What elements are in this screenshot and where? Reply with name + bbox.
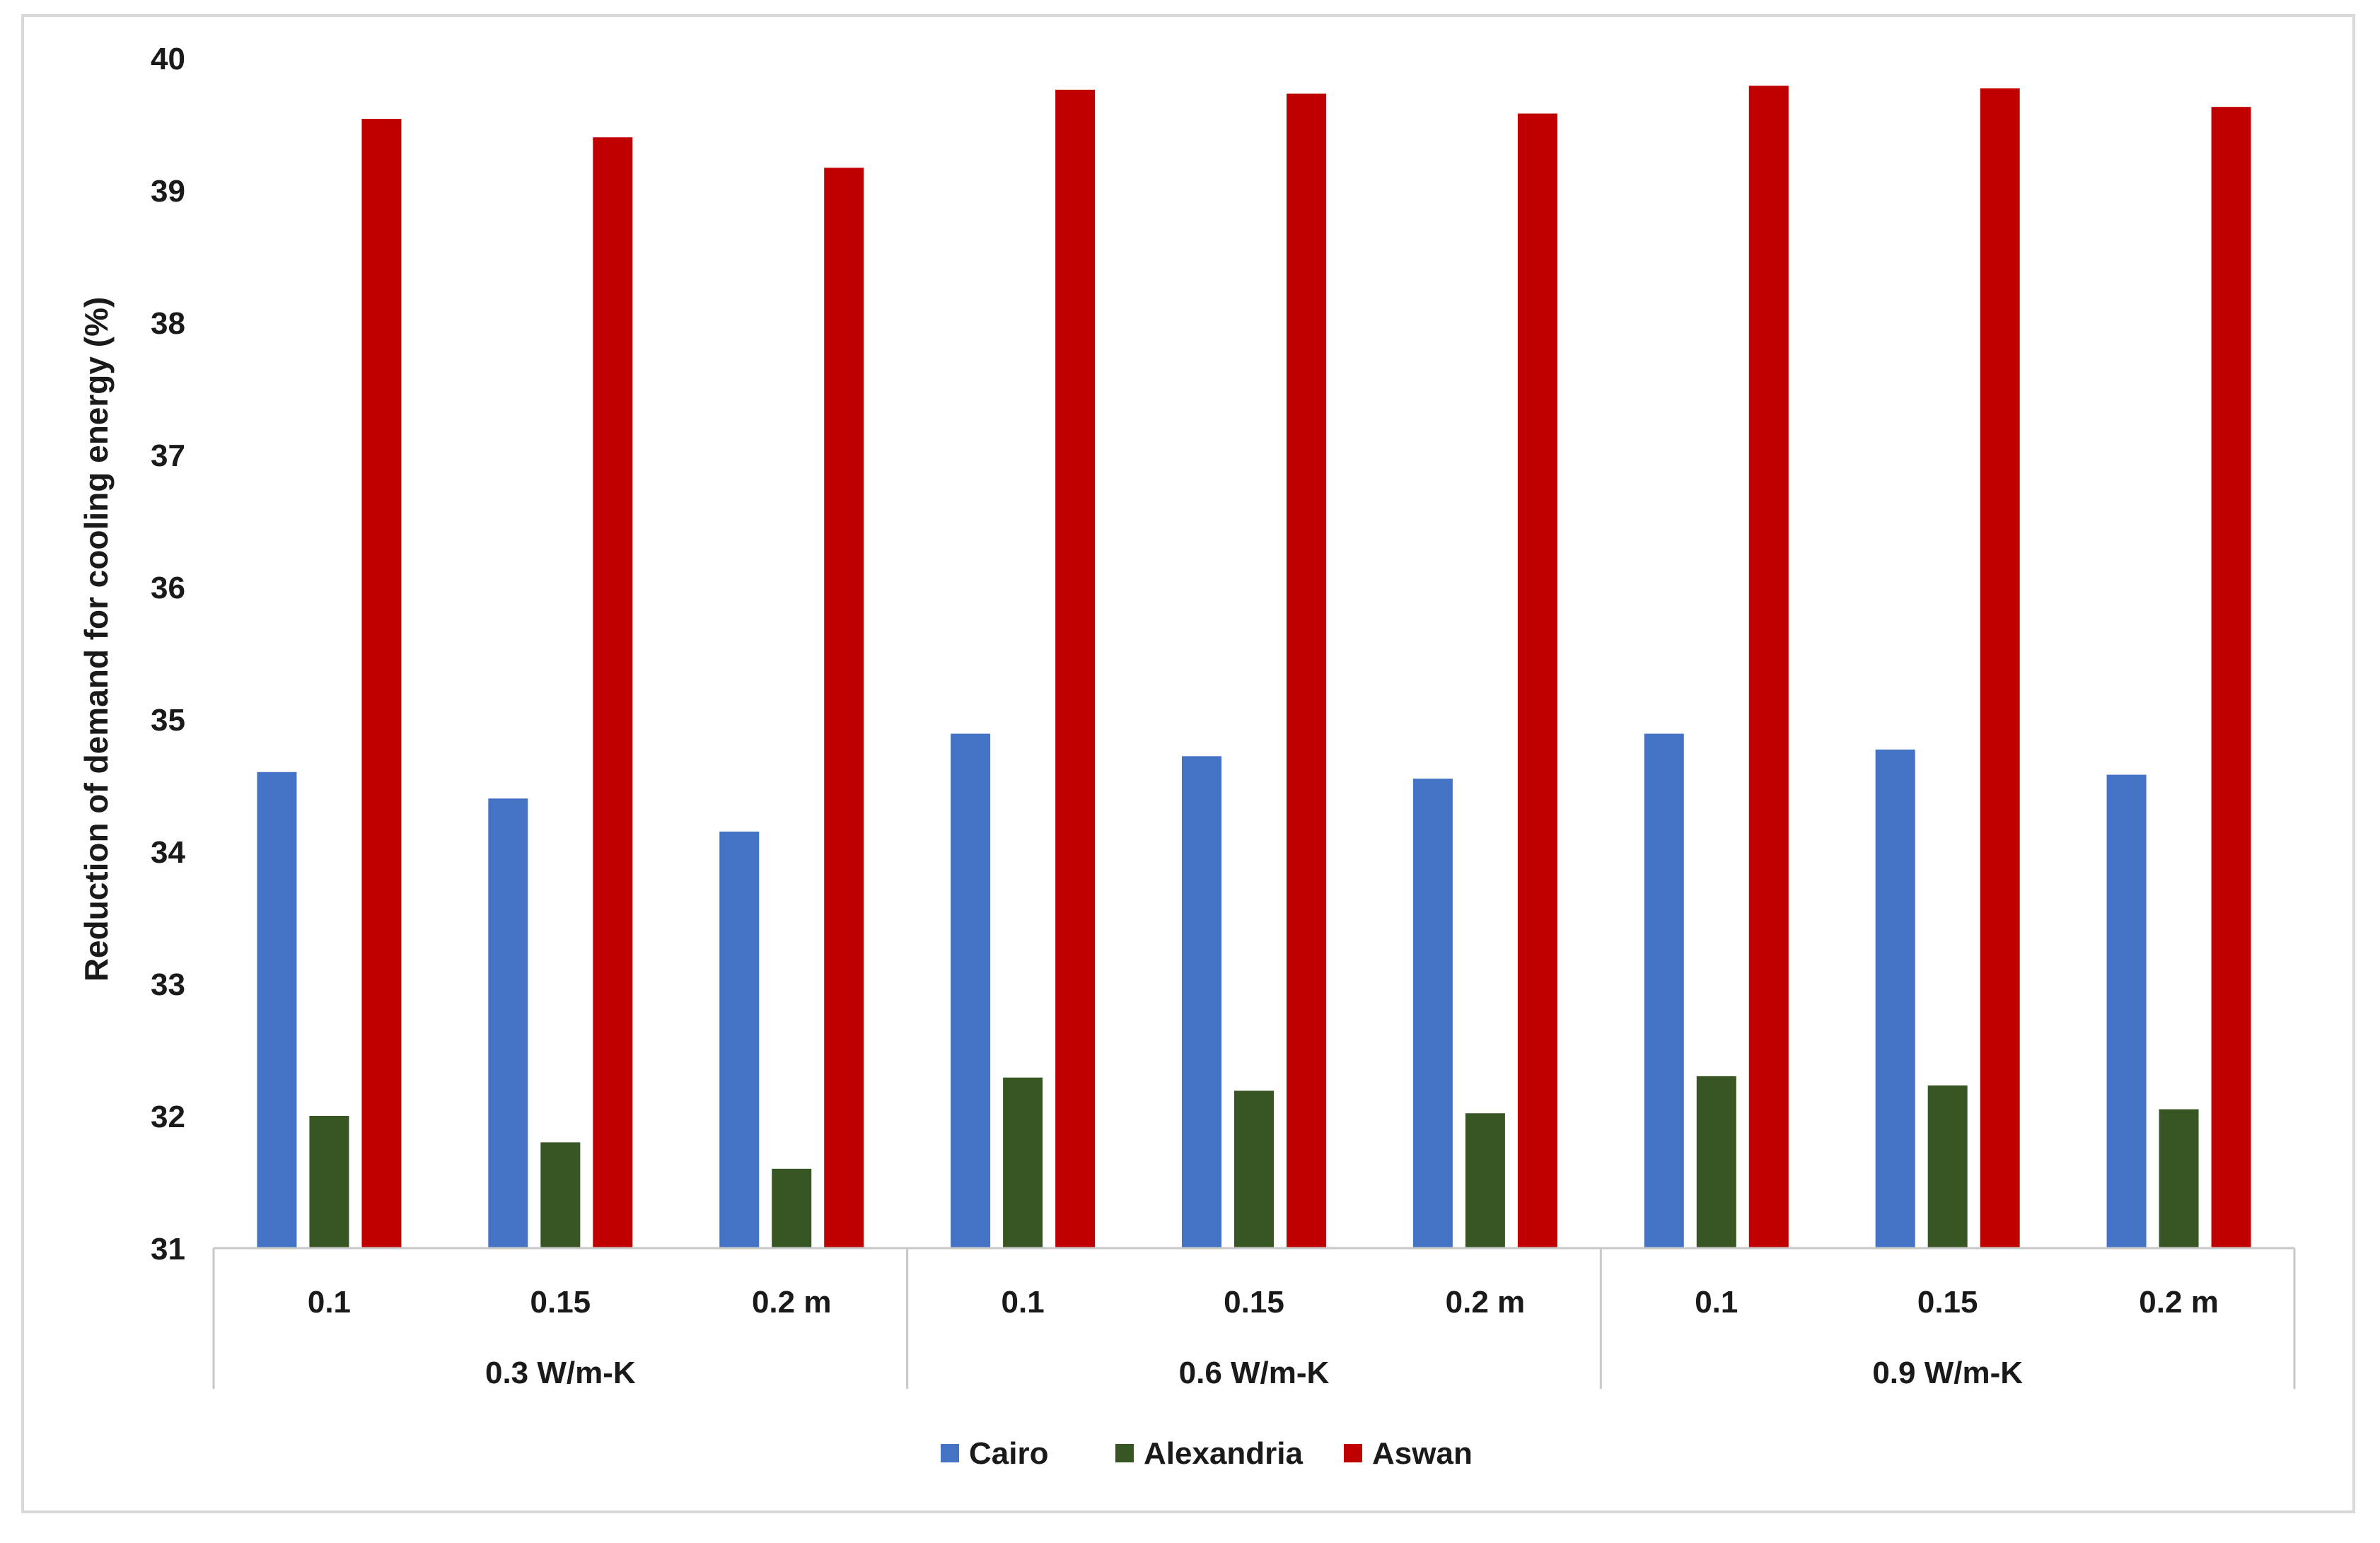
bar-alexandria — [772, 1168, 812, 1248]
bar-aswan — [1980, 88, 2020, 1248]
x-group-label: 0.3 W/m-K — [485, 1356, 636, 1390]
x-category-label: 0.15 — [1917, 1285, 1978, 1320]
x-category-label: 0.15 — [530, 1285, 591, 1320]
chart-frame: 31 32 33 34 35 36 37 38 39 40 0.1 0.15 0.2 m 0.1 0.15… — [21, 14, 2355, 1513]
y-tick-label: 31 — [151, 1232, 185, 1267]
y-axis: 31 32 33 34 35 36 37 38 39 40 — [151, 42, 185, 1267]
bar-aswan — [1055, 89, 1096, 1248]
bar-alexandria — [309, 1116, 349, 1248]
bar-chart: 31 32 33 34 35 36 37 38 39 40 0.1 0.15 0.2 m 0.1 0.15… — [78, 42, 2296, 1471]
x-category-label: 0.2 m — [1446, 1285, 1526, 1320]
bar-alexandria — [1927, 1085, 1968, 1248]
y-tick-label: 35 — [151, 703, 185, 738]
y-axis-title: Reduction of demand for cooling energy (… — [78, 297, 115, 982]
legend-swatch-cairo — [941, 1444, 959, 1462]
bar-aswan — [2211, 107, 2251, 1249]
bar-aswan — [593, 137, 633, 1249]
y-tick-label: 40 — [151, 42, 185, 76]
bars — [257, 86, 2251, 1249]
bar-alexandria — [540, 1142, 581, 1248]
bar-alexandria — [1003, 1077, 1043, 1248]
legend-label-aswan: Aswan — [1372, 1436, 1473, 1471]
bar-aswan — [361, 119, 402, 1248]
bar-alexandria — [1696, 1076, 1736, 1248]
bar-alexandria — [2159, 1109, 2199, 1248]
y-tick-label: 38 — [151, 306, 185, 341]
y-tick-label: 37 — [151, 438, 185, 473]
x-category-label: 0.1 — [1002, 1285, 1045, 1320]
bar-cairo — [719, 831, 760, 1248]
bar-cairo — [1644, 733, 1684, 1248]
x-group-label: 0.9 W/m-K — [1872, 1356, 2023, 1390]
x-category-label: 0.1 — [308, 1285, 351, 1320]
y-tick-label: 39 — [151, 174, 185, 209]
bar-cairo — [951, 733, 991, 1248]
bar-cairo — [2106, 774, 2147, 1248]
bar-cairo — [488, 798, 528, 1248]
legend-label-alexandria: Alexandria — [1144, 1436, 1304, 1471]
x-category-label: 0.15 — [1224, 1285, 1284, 1320]
y-tick-label: 33 — [151, 967, 185, 1002]
bar-alexandria — [1465, 1113, 1505, 1248]
bar-cairo — [257, 772, 297, 1248]
bar-cairo — [1412, 779, 1453, 1248]
bar-aswan — [824, 168, 864, 1249]
y-tick-label: 36 — [151, 571, 185, 605]
x-category-label: 0.1 — [1695, 1285, 1738, 1320]
bar-cairo — [1182, 756, 1221, 1248]
legend-label-cairo: Cairo — [969, 1436, 1048, 1471]
x-category-label: 0.2 m — [2139, 1285, 2219, 1320]
bar-alexandria — [1234, 1090, 1274, 1248]
bar-aswan — [1287, 93, 1326, 1248]
bar-aswan — [1748, 86, 1789, 1248]
legend-swatch-aswan — [1344, 1444, 1362, 1462]
bar-cairo — [1875, 750, 1915, 1248]
bar-aswan — [1517, 113, 1557, 1248]
y-tick-label: 34 — [151, 835, 185, 870]
x-category-label: 0.2 m — [752, 1285, 832, 1320]
x-axis: 0.1 0.15 0.2 m 0.1 0.15 0.2 m 0.1 0.15 0.2 m 0.3 … — [212, 1247, 2296, 1390]
legend: Cairo Alexandria Aswan — [941, 1436, 1473, 1471]
x-group-label: 0.6 W/m-K — [1179, 1356, 1330, 1390]
y-tick-label: 32 — [151, 1100, 185, 1134]
legend-swatch-alexandria — [1115, 1444, 1134, 1462]
